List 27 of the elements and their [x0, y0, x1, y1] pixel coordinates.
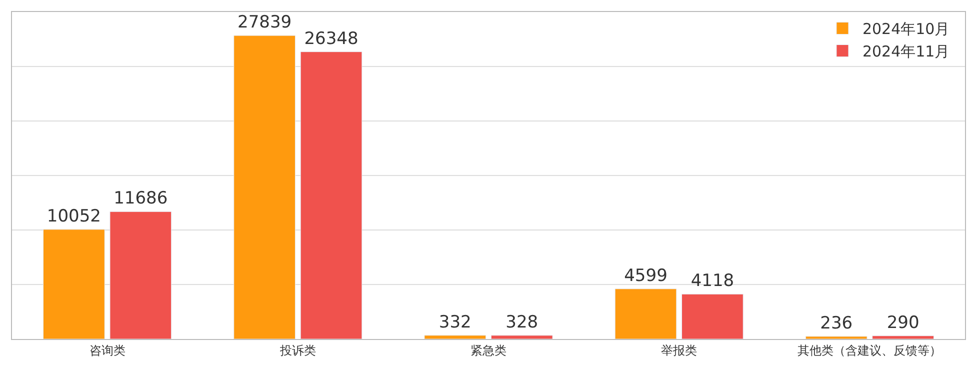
- bar: [424, 335, 486, 339]
- bar: [872, 336, 934, 339]
- data-label: 10052: [46, 206, 101, 226]
- bar: [43, 229, 105, 339]
- data-label: 11686: [114, 188, 168, 209]
- x-tick-label: 咨询类: [89, 343, 126, 358]
- legend-label: 2024年11月: [862, 42, 950, 61]
- data-label: 4599: [624, 266, 668, 286]
- data-label: 26348: [304, 28, 358, 49]
- bar: [234, 35, 296, 339]
- bar: [110, 211, 172, 339]
- data-label: 328: [506, 312, 538, 332]
- data-label: 4118: [690, 271, 734, 292]
- bar: [614, 288, 677, 339]
- x-tick-label: 紧急类: [470, 343, 506, 358]
- data-label: 27839: [238, 12, 292, 33]
- data-label: 332: [438, 312, 472, 332]
- legend-label: 2024年10月: [862, 20, 950, 38]
- data-label: 236: [820, 313, 853, 334]
- x-tick-label: 投诉类: [278, 343, 316, 358]
- x-tick-label: 举报类: [661, 343, 698, 358]
- bar: [300, 52, 362, 339]
- data-label: 290: [886, 312, 920, 333]
- bar: [490, 335, 553, 339]
- bar: [682, 294, 744, 339]
- x-tick-label: 其他类（含建议、反馈等）: [798, 343, 942, 358]
- bar: [805, 336, 868, 339]
